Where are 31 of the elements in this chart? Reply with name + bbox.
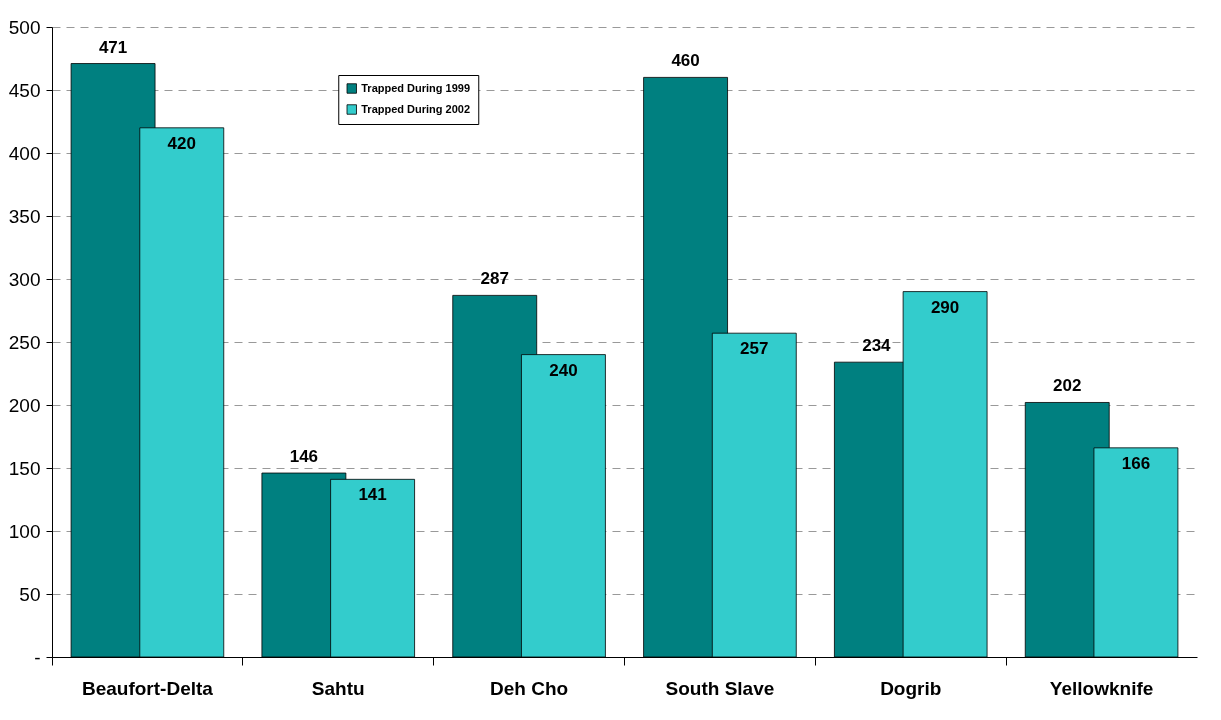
y-tick-label: 350 <box>8 205 41 227</box>
x-tick-label: Dogrib <box>880 677 942 699</box>
data-label: 290 <box>930 297 960 317</box>
data-label: 234 <box>862 336 892 356</box>
data-label: 287 <box>480 269 509 289</box>
y-tick-label: 300 <box>8 268 41 290</box>
data-label: 166 <box>1121 453 1151 473</box>
data-label: 257 <box>740 339 769 359</box>
y-tick-label: - <box>34 646 41 668</box>
data-label: 460 <box>671 51 700 71</box>
data-label: 471 <box>98 37 128 57</box>
y-tick-label: 200 <box>8 394 41 416</box>
y-tick-label: 50 <box>19 583 41 605</box>
x-tick-label: Sahtu <box>311 677 365 699</box>
y-tick-label: 500 <box>8 16 41 38</box>
legend-label: Trapped During 2002 <box>361 102 471 115</box>
y-tick-label: 450 <box>8 79 41 101</box>
data-label: 240 <box>549 360 578 380</box>
data-label: 202 <box>1053 376 1082 396</box>
legend-label: Trapped During 1999 <box>361 81 471 94</box>
data-label: 141 <box>358 485 387 505</box>
data-label: 146 <box>289 447 319 467</box>
y-tick-label: 100 <box>8 520 41 542</box>
x-tick-label: Deh Cho <box>490 677 569 699</box>
x-tick-label: Yellowknife <box>1049 677 1154 699</box>
y-tick-label: 250 <box>8 331 41 353</box>
x-tick-label: South Slave <box>665 677 775 699</box>
x-tick-label: Beaufort-Delta <box>81 677 214 699</box>
y-tick-label: 400 <box>8 142 41 164</box>
data-label: 420 <box>167 133 196 153</box>
y-tick-label: 150 <box>8 457 41 479</box>
